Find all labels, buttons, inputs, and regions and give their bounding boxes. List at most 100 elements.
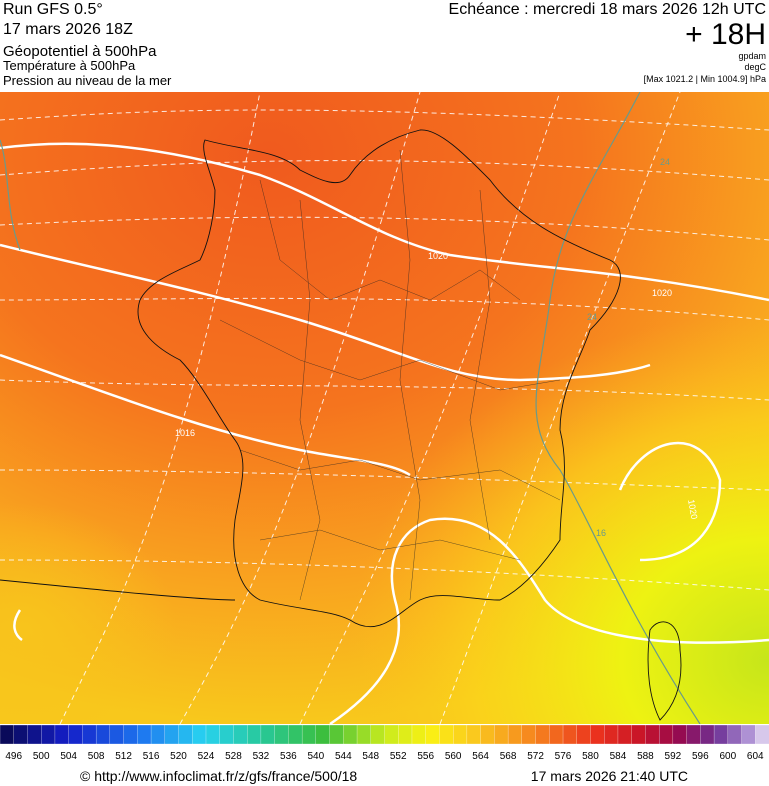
color-swatch	[288, 724, 303, 745]
color-swatch	[82, 724, 97, 745]
color-swatch	[576, 724, 592, 745]
color-swatch	[150, 724, 166, 745]
color-swatch	[301, 724, 317, 745]
scale-label: 520	[170, 751, 187, 762]
scale-label: 552	[390, 751, 407, 762]
color-swatch	[658, 724, 674, 745]
scale-label: 576	[555, 751, 572, 762]
layer-label: Géopotentiel à 500hPa	[3, 43, 157, 60]
color-swatch	[370, 724, 386, 745]
unit-label: gpdam	[738, 51, 766, 61]
color-swatch	[672, 724, 688, 745]
map-area: 1020 1020 1016 1020 24 24 16	[0, 92, 769, 724]
color-swatch	[741, 724, 756, 745]
scale-label: 556	[417, 751, 434, 762]
contour-labels: 1020 1020 1016 1020 24 24 16	[175, 157, 699, 538]
isobars	[0, 142, 769, 724]
color-swatch	[494, 724, 509, 745]
layer-label: Température à 500hPa	[3, 58, 136, 73]
scale-label: 512	[115, 751, 132, 762]
scale-label: 604	[747, 751, 764, 762]
color-swatch	[41, 724, 56, 745]
color-swatch	[343, 724, 358, 745]
color-swatch	[507, 724, 523, 745]
scale-label: 496	[5, 751, 22, 762]
contour-label: 1020	[428, 251, 448, 261]
temperature-isotherms	[0, 92, 701, 724]
color-swatch	[604, 724, 619, 745]
color-swatch	[480, 724, 495, 745]
scale-label: 572	[527, 751, 544, 762]
color-swatch	[137, 724, 152, 745]
scale-label: 504	[60, 751, 77, 762]
scale-label: 560	[445, 751, 462, 762]
color-swatch	[384, 724, 399, 745]
scale-label: 536	[280, 751, 297, 762]
color-swatch	[274, 724, 289, 745]
scale-label: 532	[253, 751, 270, 762]
color-swatch	[68, 724, 83, 745]
footer-source: © http://www.infoclimat.fr/z/gfs/france/…	[80, 768, 357, 784]
color-swatch	[562, 724, 578, 745]
scale-label: 540	[307, 751, 324, 762]
color-swatch	[260, 724, 276, 745]
contour-label: 16	[596, 528, 606, 538]
scale-label: 584	[610, 751, 627, 762]
temperature-isolines	[0, 92, 769, 724]
scale-label: 592	[665, 751, 682, 762]
color-swatch	[700, 724, 715, 745]
scale-label: 596	[692, 751, 709, 762]
color-swatch	[727, 724, 743, 745]
contour-label: 24	[587, 312, 597, 322]
color-swatch	[233, 724, 248, 745]
color-swatch	[686, 724, 701, 745]
run-title: Run GFS 0.5°	[3, 1, 103, 18]
coastlines	[0, 129, 682, 721]
footer-date: 17 mars 2026 21:40 UTC	[531, 768, 688, 784]
color-swatch	[466, 724, 482, 745]
color-swatch	[755, 724, 769, 745]
color-swatch	[645, 724, 660, 745]
color-swatch	[549, 724, 564, 745]
unit-label: degC	[744, 62, 766, 72]
color-swatch	[315, 724, 331, 745]
color-swatch	[13, 724, 29, 745]
contour-label: 1020	[686, 499, 699, 520]
color-swatch	[247, 724, 262, 745]
color-swatch	[329, 724, 344, 745]
scale-label: 528	[225, 751, 242, 762]
color-swatch	[356, 724, 372, 745]
pressure-range: [Max 1021.2 | Min 1004.9] hPa	[644, 74, 766, 84]
layer-label: Pression au niveau de la mer	[3, 73, 172, 88]
color-swatch	[453, 724, 468, 745]
color-swatch	[439, 724, 454, 745]
color-swatch	[590, 724, 605, 745]
color-scale: 496 500 504 508 512 516 520 524 528 532 536 540 544 5…	[0, 724, 769, 762]
color-swatch	[219, 724, 234, 745]
color-swatch	[398, 724, 413, 745]
scale-label: 580	[582, 751, 599, 762]
admin-borders	[219, 149, 561, 601]
scale-label: 524	[198, 751, 215, 762]
echeance: Echéance : mercredi 18 mars 2026 12h UTC	[449, 1, 766, 18]
scale-label: 508	[88, 751, 105, 762]
color-swatch	[411, 724, 427, 745]
color-swatch	[425, 724, 440, 745]
color-swatch	[109, 724, 125, 745]
color-swatch	[54, 724, 70, 745]
color-swatch	[192, 724, 207, 745]
scale-label: 500	[33, 751, 50, 762]
color-swatch	[164, 724, 180, 745]
scale-label: 600	[719, 751, 736, 762]
color-swatch	[205, 724, 221, 745]
scale-label: 568	[500, 751, 517, 762]
scale-label: 548	[362, 751, 379, 762]
color-swatch	[95, 724, 111, 745]
color-swatch	[27, 724, 42, 745]
color-swatch	[631, 724, 646, 745]
color-swatch	[617, 724, 633, 745]
color-swatch	[521, 724, 537, 745]
scale-label: 516	[143, 751, 160, 762]
